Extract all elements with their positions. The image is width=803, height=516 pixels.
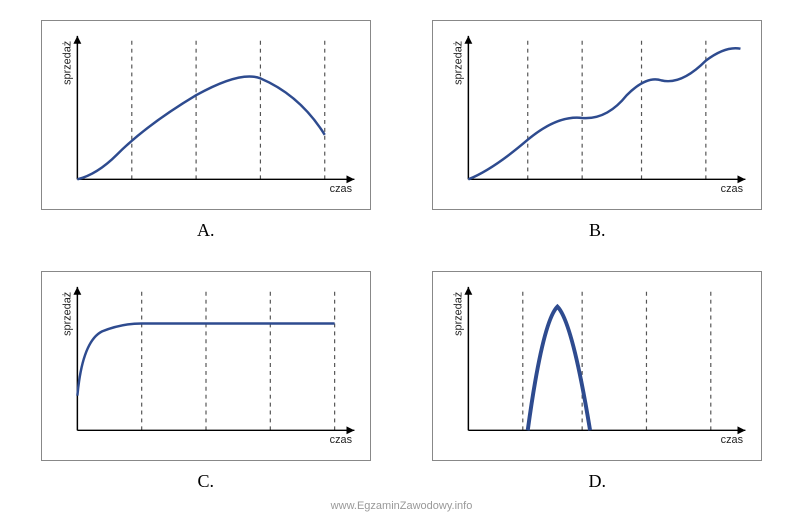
chart-label-c: C.: [197, 471, 214, 492]
y-axis-label: sprzedaż: [453, 41, 465, 85]
chart-cell-c: czas sprzedaż C.: [40, 271, 372, 492]
chart-cell-b: czas sprzedaż B.: [432, 20, 764, 241]
watermark: www.EgzaminZawodowy.info: [331, 500, 473, 512]
y-axis-label: sprzedaż: [453, 292, 465, 336]
x-axis-arrow: [346, 175, 354, 183]
y-axis-arrow: [465, 287, 473, 295]
y-axis-arrow: [465, 36, 473, 44]
chart-box-c: czas sprzedaż: [41, 271, 371, 461]
curve-b: [469, 48, 741, 179]
y-axis-label: sprzedaż: [61, 292, 73, 336]
x-axis-arrow: [738, 175, 746, 183]
x-axis-label: czas: [329, 434, 352, 446]
x-axis-arrow: [738, 426, 746, 434]
chart-label-d: D.: [589, 471, 607, 492]
chart-box-d: czas sprzedaż: [432, 271, 762, 461]
chart-cell-a: czas sprzedaż A.: [40, 20, 372, 241]
chart-svg-a: czas sprzedaż: [42, 21, 370, 209]
chart-cell-d: czas sprzedaż D.: [432, 271, 764, 492]
chart-label-a: A.: [197, 220, 215, 241]
y-axis-label: sprzedaż: [61, 41, 73, 85]
chart-svg-c: czas sprzedaż: [42, 272, 370, 460]
curve-d: [528, 307, 590, 431]
charts-grid: czas sprzedaż A. czas sprzedaż B.: [0, 0, 803, 516]
curve-a: [77, 76, 324, 179]
chart-label-b: B.: [589, 220, 606, 241]
y-axis-arrow: [73, 287, 81, 295]
chart-box-a: czas sprzedaż: [41, 20, 371, 210]
y-axis-arrow: [73, 36, 81, 44]
chart-svg-d: czas sprzedaż: [433, 272, 761, 460]
x-axis-label: czas: [721, 434, 744, 446]
x-axis-label: czas: [329, 183, 352, 195]
chart-box-b: czas sprzedaż: [432, 20, 762, 210]
x-axis-label: czas: [721, 183, 744, 195]
chart-svg-b: czas sprzedaż: [433, 21, 761, 209]
x-axis-arrow: [346, 426, 354, 434]
